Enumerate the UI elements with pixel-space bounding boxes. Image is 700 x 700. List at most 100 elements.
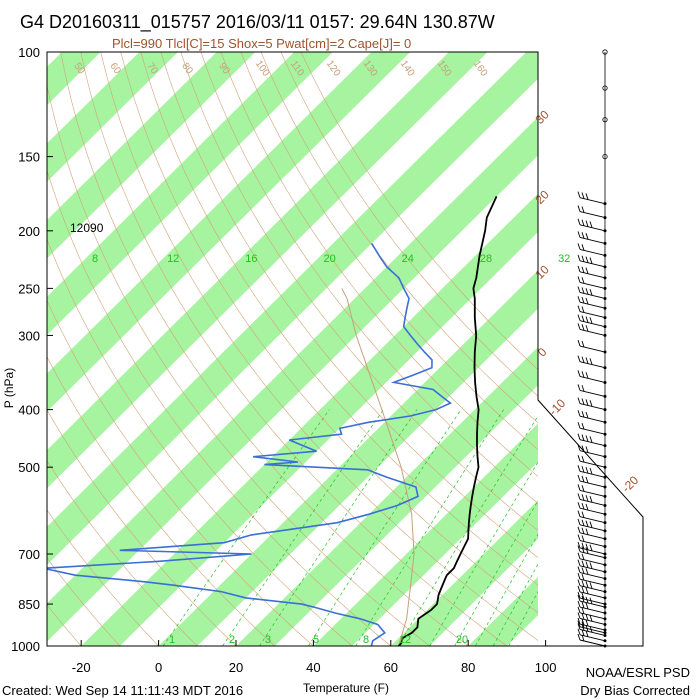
created-timestamp: Created: Wed Sep 14 11:11:43 MDT 2016 [2, 683, 243, 698]
wind-barb [577, 518, 607, 533]
parcel-curve [341, 288, 415, 646]
isotherm-label: -20 [619, 473, 641, 495]
wind-barb [577, 384, 607, 398]
isotherm-band [313, 423, 538, 646]
wind-barb [577, 620, 607, 635]
wind-barb [577, 410, 607, 424]
wind-barb [577, 612, 607, 626]
mixing-ratio-line [162, 409, 330, 646]
wind-barb [577, 474, 607, 489]
dry-adiabat [100, 52, 538, 641]
wind-barb [577, 534, 607, 549]
isotherm-band [623, 52, 700, 646]
wind-barb [577, 444, 607, 459]
isotherm-band [47, 52, 538, 565]
wind-barb [577, 545, 607, 560]
wind-barb [577, 422, 607, 436]
pressure-tick-label: 400 [18, 403, 40, 418]
wind-barb [577, 591, 607, 606]
wind-barb [577, 600, 607, 615]
x-axis-label: Temperature (F) [303, 681, 389, 695]
dry-adiabat [300, 52, 538, 371]
wind-barb [577, 606, 607, 621]
dry-adiabat [80, 52, 508, 646]
mixing-ratio-label: 20 [456, 634, 468, 646]
mixing-ratio-line [454, 500, 538, 646]
pressure-tick-label: 150 [18, 150, 40, 165]
wind-barb [577, 355, 607, 370]
dry-adiabat [47, 84, 430, 646]
wind-barb [577, 633, 607, 648]
temperature-tick-label: 80 [461, 660, 475, 675]
wind-barb [577, 205, 607, 220]
pressure-tick-label: 200 [18, 224, 40, 239]
wind-barb [577, 305, 607, 320]
wind-barb [577, 276, 607, 290]
mixing-ratio-line [259, 409, 418, 646]
temperature-tick-label: 60 [384, 660, 398, 675]
mixing-ratio-line [508, 590, 538, 646]
wind-barb [577, 623, 607, 637]
isotherm-bands [47, 52, 700, 646]
wind-barb [577, 231, 607, 245]
chart-title: G4 D20160311_015757 2016/03/11 0157: 29.… [20, 12, 495, 33]
dry-adiabat [47, 169, 391, 646]
wind-barb [577, 559, 607, 574]
wind-barb [577, 617, 607, 632]
wind-barb [577, 573, 607, 587]
height-annotation: 12090 [70, 221, 104, 235]
dry-adiabat-label: 100 [253, 59, 272, 79]
wind-barb [577, 397, 607, 412]
isotherm-band [158, 270, 538, 646]
dry-adiabat [140, 52, 538, 586]
pressure-tick-label: 100 [18, 45, 40, 60]
wind-barbs [577, 49, 608, 648]
dry-adiabat [160, 52, 538, 559]
isotherm-band [47, 52, 101, 106]
dry-adiabat [47, 557, 121, 646]
mixing-ratio-line [492, 563, 538, 646]
mixing-ratio-line [355, 409, 504, 646]
dry-adiabat [240, 52, 538, 450]
dry-adiabat [120, 52, 538, 614]
dry-adiabat [60, 52, 469, 646]
calm-wind-marker [602, 117, 608, 123]
wind-barb [577, 455, 607, 469]
temperature-tick-label: 0 [155, 660, 162, 675]
dewpoint-profile [47, 242, 452, 646]
wind-barb [577, 286, 607, 300]
wind-barb [577, 628, 607, 643]
sounding-profiles [47, 196, 498, 646]
temperature-tick-label: -20 [72, 660, 91, 675]
wind-barb [577, 314, 607, 329]
dry-adiabat [47, 509, 159, 646]
dry-adiabat [47, 356, 275, 646]
pressure-tick-label: 850 [18, 597, 40, 612]
dry-adiabat [220, 52, 538, 477]
wind-barb [577, 370, 607, 384]
isotherm-band [47, 52, 333, 336]
temperature-profile [397, 196, 498, 646]
isotherm-band [47, 52, 411, 412]
dry-adiabat [47, 460, 198, 646]
mixing-ratio-label: 3 [265, 634, 271, 646]
mixing-ratio-label: 28 [480, 253, 492, 265]
mixing-ratio-line [308, 409, 462, 646]
mixing-ratio-label: 16 [245, 253, 257, 265]
pressure-tick-label: 1000 [11, 639, 40, 654]
isotherm-label: -10 [546, 396, 568, 418]
mixing-ratio-line [475, 533, 538, 646]
isotherm-band [236, 346, 538, 646]
wind-barb [577, 191, 607, 206]
pressure-tick-label: 500 [18, 460, 40, 475]
wind-barb [577, 552, 607, 567]
wind-barb [577, 502, 607, 516]
isotherm-band [390, 500, 538, 646]
background-lines [47, 52, 538, 646]
mixing-ratio-line [429, 461, 538, 646]
wind-barb [577, 218, 607, 233]
wind-barb [577, 484, 607, 498]
isotherm-band [47, 52, 179, 182]
